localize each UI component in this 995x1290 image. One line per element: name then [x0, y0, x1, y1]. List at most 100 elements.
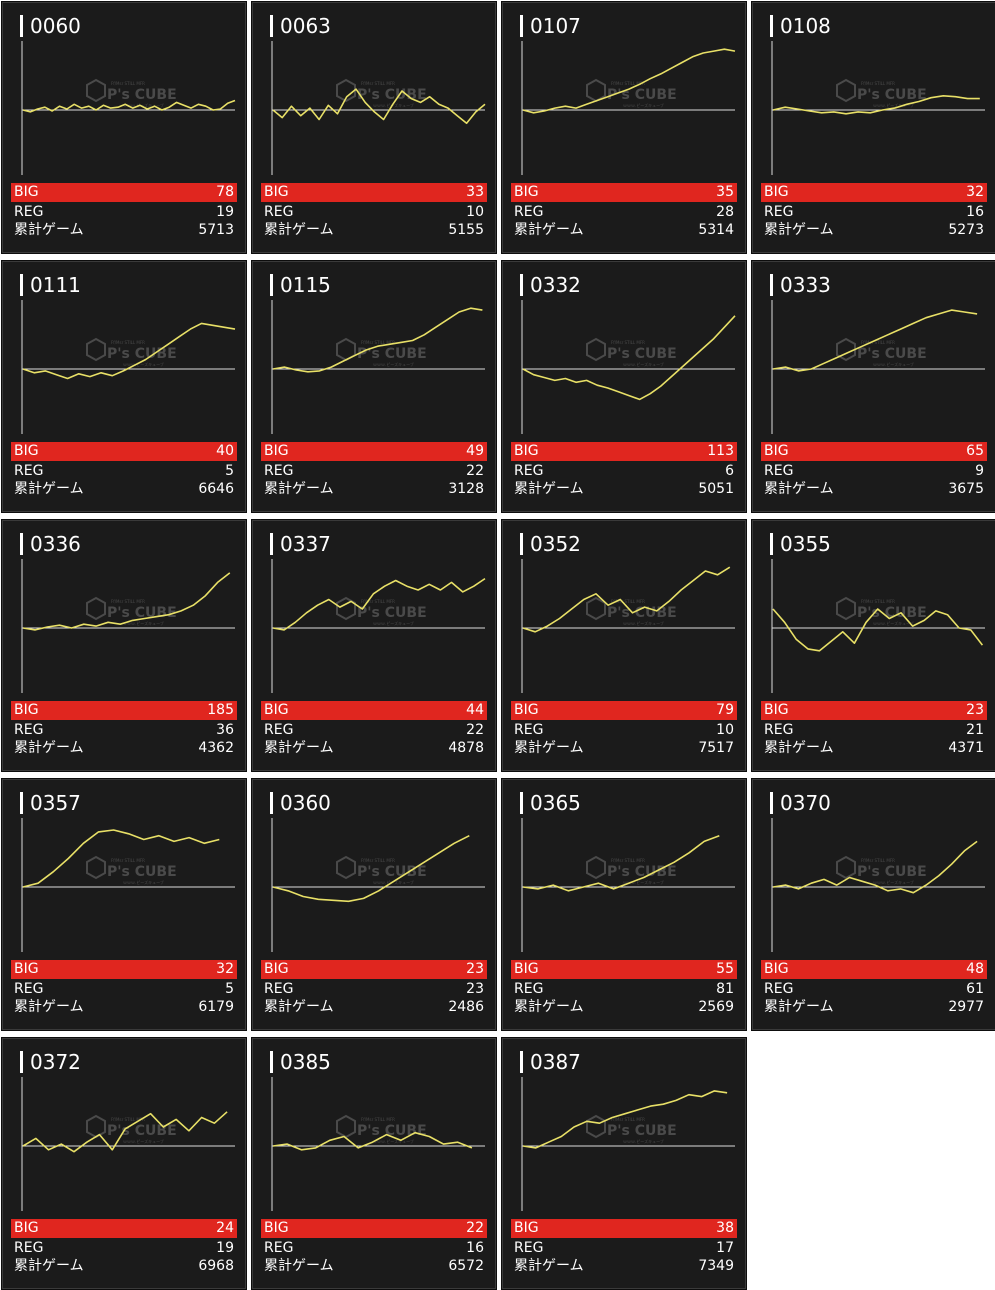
- big-label: BIG: [14, 443, 39, 459]
- cube-logo-icon: [586, 1114, 606, 1139]
- title-marker: [520, 1051, 523, 1073]
- big-label: BIG: [264, 443, 289, 459]
- cube-logo-icon: [836, 337, 856, 362]
- machine-card-0370[interactable]: 0370 P's CUBE Ff/Msr STILL MFR ｗｗｗ.ピーズキューブ B…: [751, 778, 995, 1031]
- machine-card-0333[interactable]: 0333 P's CUBE Ff/Msr STILL MFR ｗｗｗ.ピーズキューブ B…: [751, 260, 995, 513]
- total-games-label: 累計ゲーム: [264, 740, 334, 756]
- reg-row: REG 23: [261, 980, 487, 998]
- total-games-label: 累計ゲーム: [14, 481, 84, 497]
- total-games-count: 5051: [698, 481, 734, 497]
- big-label: BIG: [514, 443, 539, 459]
- machine-number: 0107: [530, 14, 581, 38]
- machine-card-0352[interactable]: 0352 P's CUBE Ff/Msr STILL MFR ｗｗｗ.ピーズキューブ B…: [501, 519, 747, 772]
- total-games-label: 累計ゲーム: [764, 999, 834, 1015]
- watermark-top: Ff/Msr STILL MFR: [361, 858, 395, 863]
- reg-label: REG: [764, 722, 794, 738]
- watermark-bottom: ｗｗｗ.ピーズキューブ: [373, 102, 414, 108]
- reg-row: REG 36: [11, 721, 237, 739]
- watermark-top: Ff/Msr STILL MFR: [111, 1117, 145, 1122]
- total-games-count: 6179: [198, 999, 234, 1015]
- total-games-count: 5273: [948, 222, 984, 238]
- slump-line: [272, 1131, 473, 1151]
- cube-logo-icon: [586, 337, 606, 362]
- machine-number: 0336: [30, 532, 81, 556]
- reg-count: 61: [966, 981, 984, 997]
- reg-row: REG 22: [261, 721, 487, 739]
- machine-card-0355[interactable]: 0355 P's CUBE Ff/Msr STILL MFR ｗｗｗ.ピーズキューブ B…: [751, 519, 995, 772]
- machine-card-0060[interactable]: 0060 P's CUBE Ff/Msr STILL MFR ｗｗｗ.ピーズキューブ B…: [1, 1, 247, 254]
- total-games-label: 累計ゲーム: [514, 740, 584, 756]
- big-label: BIG: [514, 961, 539, 977]
- total-games-count: 5713: [198, 222, 234, 238]
- machine-card-0360[interactable]: 0360 P's CUBE Ff/Msr STILL MFR ｗｗｗ.ピーズキューブ B…: [251, 778, 497, 1031]
- cube-logo-icon: [86, 596, 106, 621]
- big-row: BIG 23: [761, 701, 987, 720]
- slump-line: [522, 834, 720, 892]
- slump-line: [522, 566, 731, 633]
- machine-card-0108[interactable]: 0108 P's CUBE Ff/Msr STILL MFR ｗｗｗ.ピーズキューブ B…: [751, 1, 995, 254]
- watermark-bottom: ｗｗｗ.ピーズキューブ: [123, 1138, 164, 1144]
- big-label: BIG: [764, 702, 789, 718]
- machine-card-0357[interactable]: 0357 P's CUBE Ff/Msr STILL MFR ｗｗｗ.ピーズキューブ B…: [1, 778, 247, 1031]
- reg-label: REG: [764, 463, 794, 479]
- machine-number: 0115: [280, 273, 331, 297]
- big-label: BIG: [514, 184, 539, 200]
- big-count: 44: [466, 702, 484, 718]
- reg-row: REG 6: [511, 462, 737, 480]
- total-games-label: 累計ゲーム: [264, 1258, 334, 1274]
- machine-card-0115[interactable]: 0115 P's CUBE Ff/Msr STILL MFR ｗｗｗ.ピーズキューブ B…: [251, 260, 497, 513]
- total-games-label: 累計ゲーム: [264, 999, 334, 1015]
- machine-card-0111[interactable]: 0111 P's CUBE Ff/Msr STILL MFR ｗｗｗ.ピーズキューブ B…: [1, 260, 247, 513]
- cube-logo-icon: [836, 596, 856, 621]
- total-games-count: 7349: [698, 1258, 734, 1274]
- big-row: BIG 55: [511, 960, 737, 979]
- watermark-bottom: ｗｗｗ.ピーズキューブ: [623, 879, 664, 885]
- machine-card-0385[interactable]: 0385 P's CUBE Ff/Msr STILL MFR ｗｗｗ.ピーズキューブ B…: [251, 1037, 497, 1290]
- watermark-bottom: ｗｗｗ.ピーズキューブ: [873, 102, 914, 108]
- machine-card-0107[interactable]: 0107 P's CUBE Ff/Msr STILL MFR ｗｗｗ.ピーズキューブ B…: [501, 1, 747, 254]
- machine-card-0337[interactable]: 0337 P's CUBE Ff/Msr STILL MFR ｗｗｗ.ピーズキューブ B…: [251, 519, 497, 772]
- total-games-count: 6646: [198, 481, 234, 497]
- reg-count: 5: [225, 463, 234, 479]
- title-marker: [770, 792, 773, 814]
- watermark-bottom: ｗｗｗ.ピーズキューブ: [373, 1138, 414, 1144]
- reg-count: 16: [466, 1240, 484, 1256]
- total-games-row: 累計ゲーム 4878: [261, 739, 487, 757]
- big-row: BIG 44: [261, 701, 487, 720]
- machine-card-0063[interactable]: 0063 P's CUBE Ff/Msr STILL MFR ｗｗｗ.ピーズキューブ B…: [251, 1, 497, 254]
- big-label: BIG: [264, 1220, 289, 1236]
- machine-number: 0332: [530, 273, 581, 297]
- cube-logo-icon: [836, 78, 856, 103]
- total-games-count: 2569: [698, 999, 734, 1015]
- big-count: 40: [216, 443, 234, 459]
- reg-count: 28: [716, 204, 734, 220]
- reg-row: REG 17: [511, 1239, 737, 1257]
- slump-line: [272, 307, 483, 373]
- reg-label: REG: [14, 981, 44, 997]
- watermark-bottom: ｗｗｗ.ピーズキューブ: [123, 879, 164, 885]
- big-label: BIG: [14, 1220, 39, 1236]
- machine-card-0365[interactable]: 0365 P's CUBE Ff/Msr STILL MFR ｗｗｗ.ピーズキューブ B…: [501, 778, 747, 1031]
- reg-label: REG: [14, 1240, 44, 1256]
- big-row: BIG 78: [11, 183, 237, 202]
- machine-card-0336[interactable]: 0336 P's CUBE Ff/Msr STILL MFR ｗｗｗ.ピーズキューブ B…: [1, 519, 247, 772]
- reg-label: REG: [514, 722, 544, 738]
- machine-card-0372[interactable]: 0372 P's CUBE Ff/Msr STILL MFR ｗｗｗ.ピーズキューブ B…: [1, 1037, 247, 1290]
- machine-card-0332[interactable]: 0332 P's CUBE Ff/Msr STILL MFR ｗｗｗ.ピーズキューブ B…: [501, 260, 747, 513]
- machine-card-0387[interactable]: 0387 P's CUBE Ff/Msr STILL MFR ｗｗｗ.ピーズキューブ B…: [501, 1037, 747, 1290]
- cube-logo-icon: [336, 1114, 356, 1139]
